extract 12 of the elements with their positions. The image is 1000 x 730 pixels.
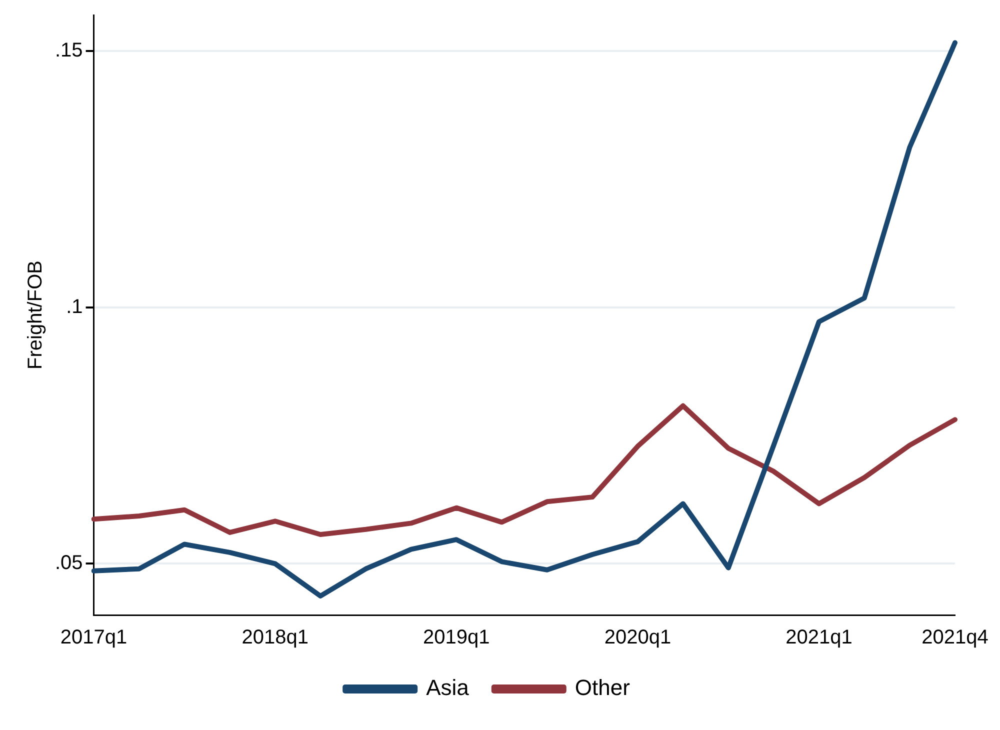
x-tick-label: 2018q1 <box>242 626 308 649</box>
x-tick-label: 2019q1 <box>423 626 490 649</box>
x-tick-label: 2020q1 <box>604 626 672 649</box>
y-tick-label: .1 <box>66 296 83 318</box>
y-tick-label: .05 <box>54 552 83 574</box>
x-tick-label: 2021q4 <box>922 626 988 649</box>
x-tick-label: 2017q1 <box>60 626 128 649</box>
legend-label: Other <box>574 675 630 700</box>
y-tick-label: .15 <box>54 39 83 62</box>
legend-label: Asia <box>426 675 470 700</box>
x-tick-label: 2021q1 <box>786 626 852 649</box>
y-axis-title: Freight/FOB <box>24 260 47 370</box>
